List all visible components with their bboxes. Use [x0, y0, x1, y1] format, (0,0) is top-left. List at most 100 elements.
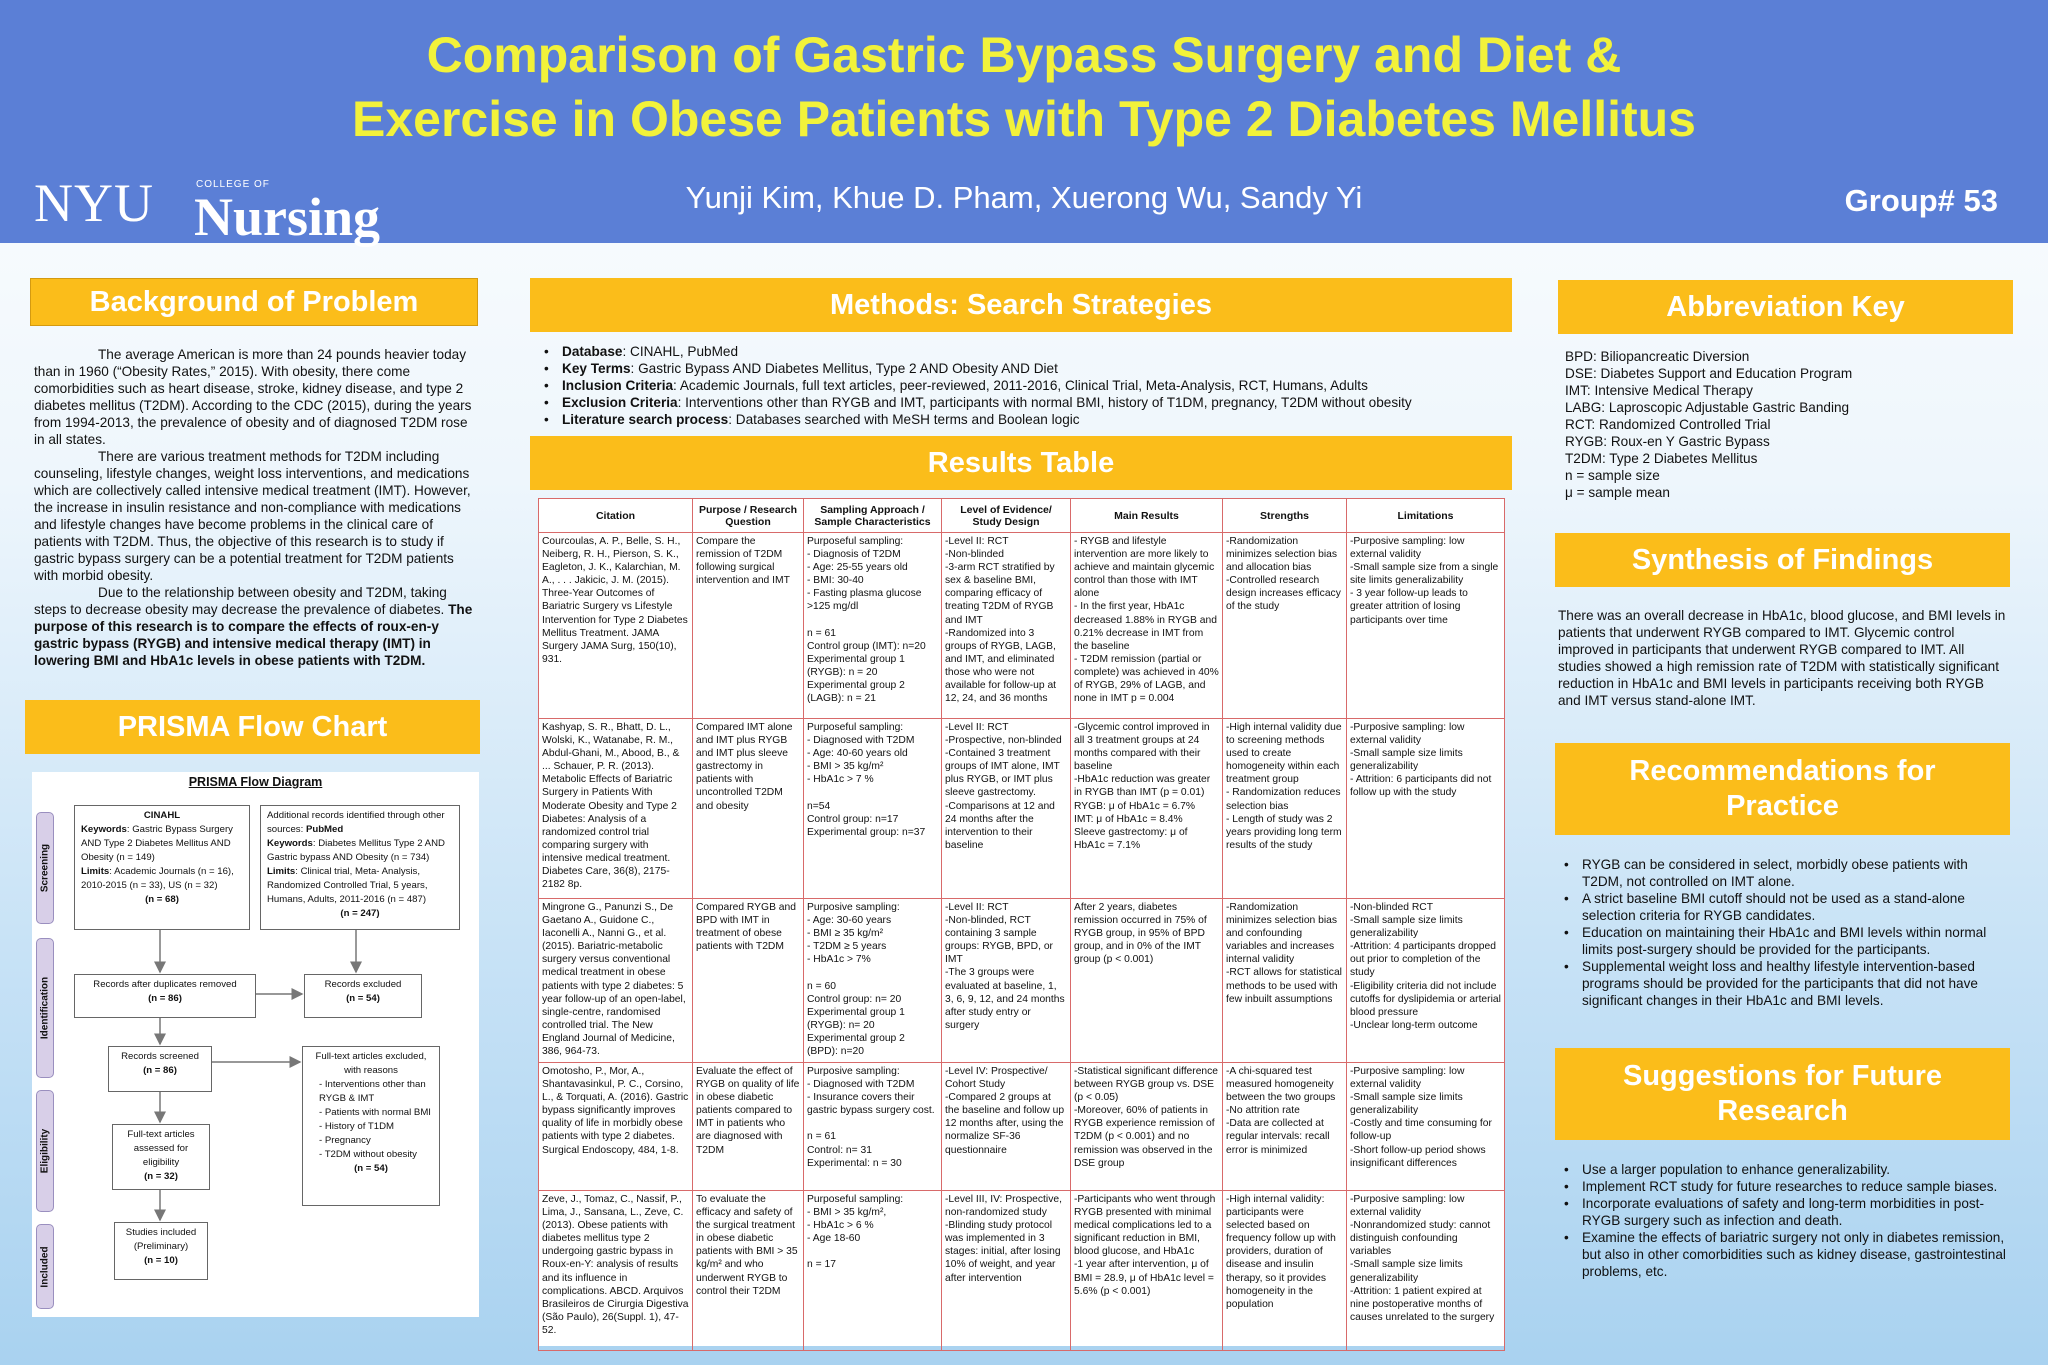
methods-item: Exclusion Criteria: Interventions other … — [540, 394, 1500, 411]
cell-citation: Zeve, J., Tomaz, C., Nassif, P., Lima, J… — [538, 1190, 693, 1351]
cell-strengths: -High internal validity due to screening… — [1222, 718, 1347, 899]
cell-citation: Kashyap, S. R., Bhatt, D. L., Wolski, K.… — [538, 718, 693, 899]
col-purpose: Purpose / Research Question — [692, 498, 804, 533]
authors: Yunji Kim, Khue D. Pham, Xuerong Wu, San… — [685, 180, 1363, 215]
cell-main-results: - RYGB and lifestyle intervention are mo… — [1070, 532, 1223, 719]
future-research-item: Use a larger population to enhance gener… — [1560, 1161, 2008, 1178]
poster-title-line-2: Exercise in Obese Patients with Type 2 D… — [352, 91, 1696, 147]
methods-item: Literature search process: Databases sea… — [540, 411, 1500, 428]
background-text: The average American is more than 24 pou… — [34, 346, 478, 669]
future-research-item: Examine the effects of bariatric surgery… — [1560, 1229, 2008, 1280]
stage-eligibility: Eligibility — [36, 1090, 54, 1212]
results-heading: Results Table — [530, 436, 1512, 490]
future-research-heading: Suggestions for Future Research — [1555, 1048, 2010, 1140]
cell-citation: Omotosho, P., Mor, A., Shantavasinkul, P… — [538, 1062, 693, 1191]
stage-identification: Identification — [36, 938, 54, 1078]
stage-included: Included — [36, 1224, 54, 1309]
abbreviation-item: μ = sample mean — [1565, 485, 1670, 500]
prisma-flow-diagram: PRISMA Flow Diagram Screening Identifica… — [32, 772, 479, 1317]
logo-college-of: COLLEGE OF — [196, 179, 270, 190]
col-strengths: Strengths — [1222, 498, 1347, 533]
cell-limitations: -Purposive sampling: low external validi… — [1346, 718, 1505, 899]
cell-main-results: -Statistical significant difference betw… — [1070, 1062, 1223, 1191]
cell-strengths: -Randomization minimizes selection bias … — [1222, 898, 1347, 1063]
methods-heading: Methods: Search Strategies — [530, 278, 1512, 332]
col-evidence: Level of Evidence/ Study Design — [941, 498, 1071, 533]
cell-purpose: To evaluate the efficacy and safety of t… — [692, 1190, 804, 1351]
col-main-results: Main Results — [1070, 498, 1223, 533]
logo-nyu: NYU — [34, 173, 154, 233]
cell-sampling: Purposeful sampling: - Diagnosed with T2… — [803, 718, 942, 899]
cell-citation: Mingrone G., Panunzi S., De Gaetano A., … — [538, 898, 693, 1063]
prisma-included-box: Studies included (Preliminary) (n = 10) — [114, 1222, 208, 1280]
cell-strengths: -A chi-squared test measured homogeneity… — [1222, 1062, 1347, 1191]
cell-evidence: -Level II: RCT -Non-blinded -3-arm RCT s… — [941, 532, 1071, 719]
background-paragraph-3: Due to the relationship between obesity … — [34, 584, 478, 669]
synthesis-text: There was an overall decrease in HbA1c, … — [1558, 608, 2006, 708]
prisma-fulltext-excluded-box: Full-text articles excluded, with reason… — [302, 1046, 440, 1206]
future-research-item: Implement RCT study for future researche… — [1560, 1178, 2008, 1195]
methods-item: Key Terms: Gastric Bypass AND Diabetes M… — [540, 360, 1500, 377]
cell-purpose: Compared RYGB and BPD with IMT in treatm… — [692, 898, 804, 1063]
results-table: Citation Purpose / Research Question Sam… — [538, 498, 1505, 1351]
cell-limitations: -Purposive sampling: low external validi… — [1346, 1062, 1505, 1191]
nyu-nursing-logo: NYU COLLEGE OF Nursing — [34, 172, 380, 247]
col-limitations: Limitations — [1346, 498, 1505, 533]
background-paragraph-1: The average American is more than 24 pou… — [34, 347, 472, 447]
background-heading: Background of Problem — [30, 278, 478, 326]
abbreviation-item: LABG: Laproscopic Adjustable Gastric Ban… — [1565, 400, 1850, 415]
cell-sampling: Purposeful sampling: - BMI > 35 kg/m², -… — [803, 1190, 942, 1351]
cell-limitations: -Purposive sampling: low external validi… — [1346, 1190, 1505, 1351]
synthesis-heading: Synthesis of Findings — [1555, 533, 2010, 587]
cell-evidence: -Level II: RCT -Non-blinded, RCT contain… — [941, 898, 1071, 1063]
future-research-item: Incorporate evaluations of safety and lo… — [1560, 1195, 2008, 1229]
methods-list: Database: CINAHL, PubMed Key Terms: Gast… — [540, 343, 1500, 428]
cell-strengths: -Randomization minimizes selection bias … — [1222, 532, 1347, 719]
cell-evidence: -Level IV: Prospective/ Cohort Study -Co… — [941, 1062, 1071, 1191]
prisma-assessed-box: Full-text articles assessed for eligibil… — [112, 1124, 210, 1190]
results-header-row: Citation Purpose / Research Question Sam… — [538, 498, 1505, 533]
cell-main-results: -Glycemic control improved in all 3 trea… — [1070, 718, 1223, 899]
prisma-heading: PRISMA Flow Chart — [25, 700, 480, 754]
cell-sampling: Purposive sampling: - Diagnosed with T2D… — [803, 1062, 942, 1191]
recommendations-heading: Recommendations for Practice — [1555, 743, 2010, 835]
stage-screening: Screening — [36, 812, 54, 924]
table-row: Kashyap, S. R., Bhatt, D. L., Wolski, K.… — [538, 718, 1505, 899]
abbreviation-item: n = sample size — [1565, 468, 1660, 483]
recommendations-list: RYGB can be considered in select, morbid… — [1560, 856, 2008, 1009]
poster-header: Comparison of Gastric Bypass Surgery and… — [0, 0, 2048, 247]
table-row: Mingrone G., Panunzi S., De Gaetano A., … — [538, 898, 1505, 1063]
prisma-other-sources-box: Additional records identified through ot… — [260, 805, 460, 930]
group-number: Group# 53 — [1844, 183, 1998, 218]
cell-citation: Courcoulas, A. P., Belle, S. H., Neiberg… — [538, 532, 693, 719]
abbreviation-item: RYGB: Roux-en Y Gastric Bypass — [1565, 434, 1770, 449]
prisma-diagram-title: PRISMA Flow Diagram — [188, 775, 323, 789]
future-research-list: Use a larger population to enhance gener… — [1560, 1161, 2008, 1280]
recommendation-item: A strict baseline BMI cutoff should not … — [1560, 890, 2008, 924]
recommendation-item: RYGB can be considered in select, morbid… — [1560, 856, 2008, 890]
methods-item: Inclusion Criteria: Academic Journals, f… — [540, 377, 1500, 394]
table-row: Omotosho, P., Mor, A., Shantavasinkul, P… — [538, 1062, 1505, 1191]
cell-purpose: Compared IMT alone and IMT plus RYGB and… — [692, 718, 804, 899]
recommendation-item: Education on maintaining their HbA1c and… — [1560, 924, 2008, 958]
abbreviation-item: BPD: Biliopancreatic Diversion — [1565, 349, 1750, 364]
prisma-cinahl-box: CINAHL Keywords: Gastric Bypass Surgery … — [74, 805, 250, 930]
table-row: Courcoulas, A. P., Belle, S. H., Neiberg… — [538, 532, 1505, 719]
recommendation-item: Supplemental weight loss and healthy lif… — [1560, 958, 2008, 1009]
abbreviation-item: T2DM: Type 2 Diabetes Mellitus — [1565, 451, 1758, 466]
cell-sampling: Purposive sampling: - Age: 30-60 years -… — [803, 898, 942, 1063]
abbreviation-heading: Abbreviation Key — [1558, 280, 2013, 334]
table-row: Zeve, J., Tomaz, C., Nassif, P., Lima, J… — [538, 1190, 1505, 1351]
background-paragraph-3-text: Due to the relationship between obesity … — [34, 585, 447, 617]
background-purpose: The purpose of this research is to compa… — [34, 602, 473, 668]
abbreviation-item: DSE: Diabetes Support and Education Prog… — [1565, 366, 1853, 381]
col-sampling: Sampling Approach / Sample Characteristi… — [803, 498, 942, 533]
cell-evidence: -Level II: RCT -Prospective, non-blinded… — [941, 718, 1071, 899]
cell-purpose: Compare the remission of T2DM following … — [692, 532, 804, 719]
abbreviation-item: IMT: Intensive Medical Therapy — [1565, 383, 1753, 398]
abbreviation-item: RCT: Randomized Controlled Trial — [1565, 417, 1771, 432]
cell-main-results: After 2 years, diabetes remission occurr… — [1070, 898, 1223, 1063]
background-paragraph-2: There are various treatment methods for … — [34, 449, 471, 583]
col-citation: Citation — [538, 498, 693, 533]
cell-evidence: -Level III, IV: Prospective, non-randomi… — [941, 1190, 1071, 1351]
